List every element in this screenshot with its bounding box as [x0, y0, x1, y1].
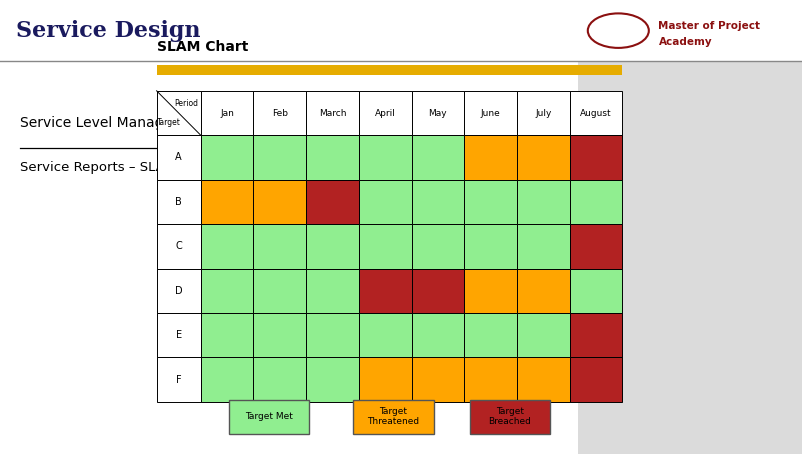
Text: Feb: Feb [271, 109, 287, 118]
FancyBboxPatch shape [569, 268, 622, 313]
FancyBboxPatch shape [306, 135, 358, 180]
Text: Jan: Jan [220, 109, 233, 118]
FancyBboxPatch shape [156, 357, 200, 402]
Text: A: A [175, 153, 182, 163]
FancyBboxPatch shape [0, 0, 802, 61]
FancyBboxPatch shape [156, 313, 200, 357]
FancyBboxPatch shape [516, 357, 569, 402]
FancyBboxPatch shape [200, 91, 253, 135]
FancyBboxPatch shape [253, 91, 306, 135]
Text: August: August [579, 109, 611, 118]
FancyBboxPatch shape [253, 268, 306, 313]
FancyBboxPatch shape [411, 180, 464, 224]
FancyBboxPatch shape [200, 357, 253, 402]
FancyBboxPatch shape [569, 313, 622, 357]
FancyBboxPatch shape [411, 224, 464, 268]
FancyBboxPatch shape [306, 268, 358, 313]
FancyBboxPatch shape [156, 268, 200, 313]
FancyBboxPatch shape [516, 224, 569, 268]
Text: Service Design: Service Design [16, 20, 200, 42]
FancyBboxPatch shape [200, 135, 253, 180]
Text: Target: Target [157, 118, 180, 127]
FancyBboxPatch shape [306, 224, 358, 268]
FancyBboxPatch shape [229, 400, 309, 434]
Text: Master of Project: Master of Project [658, 21, 759, 31]
FancyBboxPatch shape [306, 357, 358, 402]
FancyBboxPatch shape [411, 313, 464, 357]
FancyBboxPatch shape [253, 135, 306, 180]
Text: April: April [375, 109, 395, 118]
FancyBboxPatch shape [253, 357, 306, 402]
FancyBboxPatch shape [516, 268, 569, 313]
FancyBboxPatch shape [411, 135, 464, 180]
Text: C: C [175, 241, 182, 252]
FancyBboxPatch shape [464, 313, 516, 357]
FancyBboxPatch shape [253, 180, 306, 224]
FancyBboxPatch shape [200, 313, 253, 357]
FancyBboxPatch shape [411, 91, 464, 135]
FancyBboxPatch shape [358, 180, 411, 224]
Text: July: July [534, 109, 551, 118]
Text: Academy: Academy [658, 37, 711, 47]
FancyBboxPatch shape [353, 400, 433, 434]
Text: D: D [175, 286, 182, 296]
FancyBboxPatch shape [156, 224, 200, 268]
FancyBboxPatch shape [569, 357, 622, 402]
FancyBboxPatch shape [569, 180, 622, 224]
FancyBboxPatch shape [577, 0, 802, 454]
FancyBboxPatch shape [200, 268, 253, 313]
Text: Target
Breached: Target Breached [488, 407, 531, 426]
Text: Period: Period [174, 99, 198, 108]
FancyBboxPatch shape [464, 135, 516, 180]
FancyBboxPatch shape [306, 313, 358, 357]
FancyBboxPatch shape [569, 224, 622, 268]
FancyBboxPatch shape [156, 91, 200, 135]
Text: B: B [175, 197, 182, 207]
FancyBboxPatch shape [358, 313, 411, 357]
FancyBboxPatch shape [516, 180, 569, 224]
Text: E: E [176, 330, 181, 340]
FancyBboxPatch shape [464, 268, 516, 313]
Text: Service Level Management Process: Service Level Management Process [20, 116, 265, 130]
FancyBboxPatch shape [253, 313, 306, 357]
FancyBboxPatch shape [411, 268, 464, 313]
Text: SLAM Chart: SLAM Chart [156, 40, 248, 54]
FancyBboxPatch shape [306, 180, 358, 224]
Text: March: March [318, 109, 346, 118]
Text: Target
Threatened: Target Threatened [367, 407, 419, 426]
FancyBboxPatch shape [464, 180, 516, 224]
FancyBboxPatch shape [306, 91, 358, 135]
FancyBboxPatch shape [156, 135, 200, 180]
FancyBboxPatch shape [358, 268, 411, 313]
FancyBboxPatch shape [358, 135, 411, 180]
FancyBboxPatch shape [464, 224, 516, 268]
Text: F: F [176, 375, 181, 385]
FancyBboxPatch shape [516, 313, 569, 357]
FancyBboxPatch shape [464, 91, 516, 135]
FancyBboxPatch shape [516, 135, 569, 180]
FancyBboxPatch shape [200, 180, 253, 224]
Text: Target Met: Target Met [245, 412, 293, 421]
Text: June: June [480, 109, 500, 118]
FancyBboxPatch shape [358, 224, 411, 268]
FancyBboxPatch shape [358, 91, 411, 135]
FancyBboxPatch shape [253, 224, 306, 268]
FancyBboxPatch shape [464, 357, 516, 402]
FancyBboxPatch shape [411, 357, 464, 402]
FancyBboxPatch shape [358, 357, 411, 402]
Text: Service Reports – SLAM Chart Example:: Service Reports – SLAM Chart Example: [20, 161, 283, 174]
Text: May: May [428, 109, 447, 118]
FancyBboxPatch shape [156, 65, 622, 75]
FancyBboxPatch shape [200, 224, 253, 268]
FancyBboxPatch shape [569, 91, 622, 135]
FancyBboxPatch shape [469, 400, 549, 434]
FancyBboxPatch shape [516, 91, 569, 135]
FancyBboxPatch shape [156, 180, 200, 224]
FancyBboxPatch shape [569, 135, 622, 180]
